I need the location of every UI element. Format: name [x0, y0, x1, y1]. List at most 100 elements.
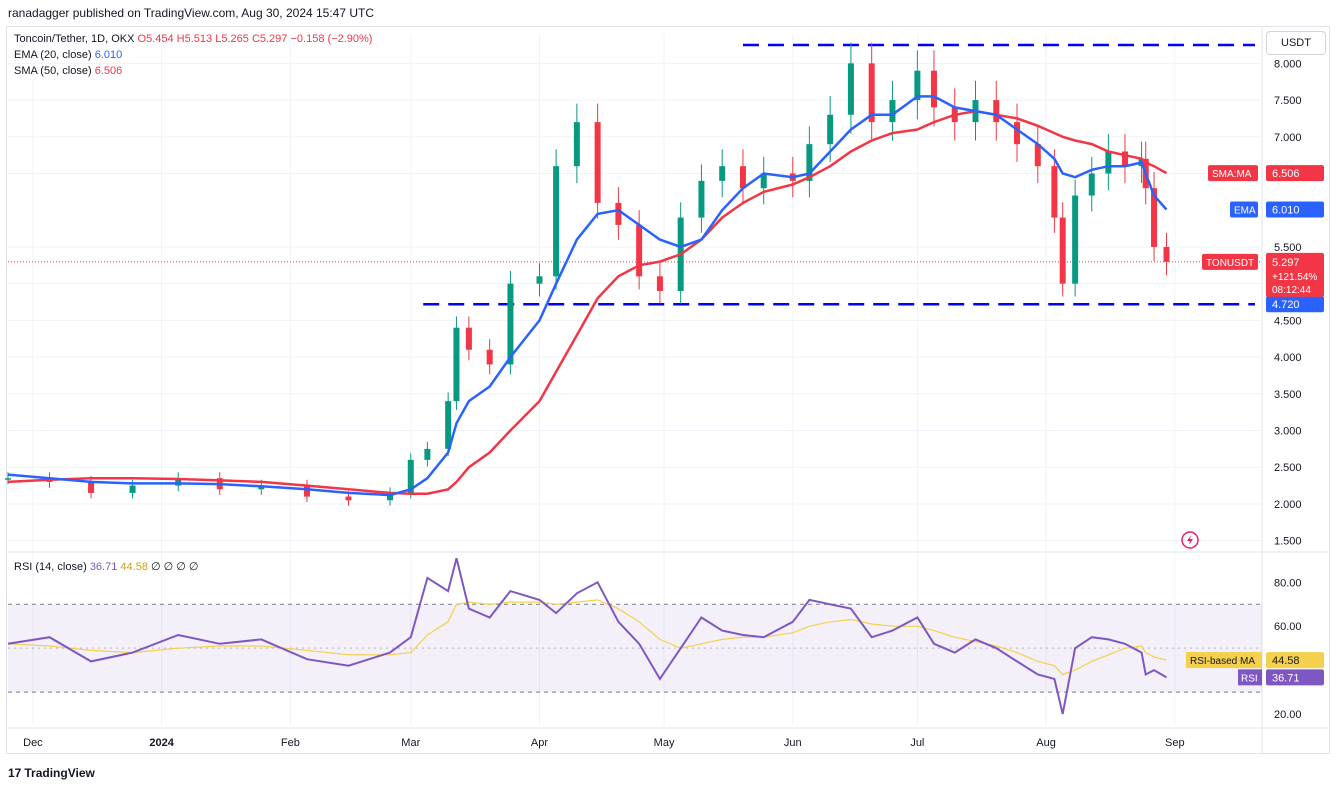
rsi-legend: RSI (14, close) 36.71 44.58 ∅ ∅ ∅ ∅	[14, 560, 199, 573]
price-candle	[507, 283, 514, 365]
price-candle	[1151, 188, 1158, 247]
lightning-icon	[1181, 531, 1199, 549]
low-value: L5.265	[215, 33, 249, 45]
time-tick-label: Feb	[281, 737, 300, 749]
tradingview-mark-icon: 17	[8, 766, 22, 780]
price-candle	[5, 478, 11, 480]
price-candle	[1051, 166, 1058, 218]
price-candle	[806, 144, 813, 181]
price-tick-label: 7.500	[1274, 95, 1302, 107]
price-candle	[698, 180, 705, 218]
ema-line	[7, 95, 1168, 497]
price-candle	[847, 63, 854, 115]
rsi-price-tag-bg	[1266, 669, 1324, 686]
sma-price-tag-bg	[1266, 165, 1324, 182]
rsi-price-tag: 36.71	[1272, 672, 1300, 684]
time-tick-label: Mar	[401, 737, 420, 749]
tradingview-logo[interactable]: 17 TradingView	[8, 766, 95, 780]
tradingview-brand: TradingView	[24, 766, 95, 780]
price-candle	[993, 100, 1000, 123]
price-candle	[424, 448, 431, 460]
price-tick-label: 4.500	[1274, 315, 1302, 327]
price-candle	[88, 481, 95, 493]
price-candle	[553, 166, 560, 277]
price-candle	[407, 459, 414, 493]
ema-legend-label[interactable]: EMA (20, close)	[14, 49, 92, 61]
price-candle	[536, 276, 543, 284]
ema-tag-label: EMA	[1234, 205, 1256, 216]
price-candle	[719, 166, 726, 181]
price-candle	[1072, 195, 1079, 284]
close-value: C5.297	[251, 33, 288, 45]
price-candle	[1059, 217, 1066, 284]
rsi-legend-label[interactable]: RSI (14, close)	[14, 561, 87, 573]
price-tick-label: 1.500	[1274, 536, 1302, 548]
symbol-label[interactable]: Toncoin/Tether, 1D, OKX	[14, 33, 135, 45]
time-tick-label: Dec	[23, 737, 43, 749]
support-price-tag-bg	[1266, 296, 1324, 313]
rsi-tick-label: 60.00	[1274, 621, 1302, 633]
open-value: O5.454	[137, 33, 174, 45]
rsi-ma-tag-label: RSI-based MA	[1190, 656, 1255, 667]
time-tick-label: Aug	[1036, 737, 1056, 749]
price-candle	[656, 276, 663, 291]
sma-price-tag: 6.506	[1272, 168, 1300, 180]
price-candle	[889, 100, 896, 123]
price-candle	[739, 166, 746, 189]
rsi-line	[7, 557, 1168, 715]
price-candle	[1163, 246, 1170, 262]
price-tick-label: 8.000	[1274, 58, 1302, 70]
time-tick-label: 2024	[149, 737, 174, 749]
price-tick-label: 5.500	[1274, 242, 1302, 254]
high-value: H5.513	[176, 33, 213, 45]
time-tick-label: Jun	[784, 737, 802, 749]
support-price-tag: 4.720	[1272, 299, 1300, 311]
price-candle	[594, 122, 601, 203]
rsi-legend-value: 36.71	[89, 561, 118, 573]
sma-legend-label[interactable]: SMA (50, close)	[14, 65, 92, 77]
sma-tag-label-bg	[1208, 165, 1258, 182]
time-tick-label: May	[654, 737, 675, 749]
last-price-tag: 5.297	[1272, 257, 1300, 269]
chart-frame	[6, 26, 1330, 754]
countdown-tag: 08:12:44	[1272, 285, 1311, 296]
time-tick-label: Apr	[531, 737, 548, 749]
ema-price-tag-bg	[1266, 201, 1324, 218]
price-candle	[827, 114, 834, 145]
time-tick-label: Jul	[910, 737, 924, 749]
price-tick-label: 2.000	[1274, 499, 1302, 511]
price-candle	[445, 401, 452, 449]
ema-price-tag: 6.010	[1272, 204, 1300, 216]
ema-legend-value: 6.010	[94, 49, 123, 61]
price-tick-label: 7.000	[1274, 132, 1302, 144]
price-candle	[465, 327, 472, 350]
price-tick-label: 3.500	[1274, 389, 1302, 401]
rsi-ma-tag-label-bg	[1186, 652, 1262, 669]
price-candle	[1121, 151, 1128, 167]
price-candle	[914, 70, 921, 101]
lightning-bolt-glyph	[1187, 535, 1193, 545]
price-tick-label: 3.000	[1274, 426, 1302, 438]
symbol-tag-label-bg	[1202, 253, 1258, 270]
price-candle	[868, 63, 875, 123]
price-candle	[1088, 173, 1095, 196]
price-candle	[573, 122, 580, 167]
rsi-tick-label: 20.00	[1274, 709, 1302, 721]
price-tick-label: 2.500	[1274, 462, 1302, 474]
sma-tag-label: SMA:MA	[1212, 169, 1252, 180]
rsi-tick-label: 80.00	[1274, 577, 1302, 589]
rsi-tag-label: RSI	[1241, 673, 1258, 684]
publish-info: ranadagger published on TradingView.com,…	[8, 6, 375, 20]
price-candle	[486, 349, 493, 365]
sma-legend-value: 6.506	[94, 65, 123, 77]
price-candle	[303, 485, 310, 497]
change-value: −0.158 (−2.90%)	[290, 33, 373, 45]
price-tick-label: 4.000	[1274, 352, 1302, 364]
currency-button[interactable]: USDT	[1266, 31, 1326, 55]
price-candle	[175, 478, 182, 486]
rsi-band	[8, 604, 1262, 693]
ema-tag-label-bg	[1230, 201, 1258, 218]
rsi-ma-price-tag: 44.58	[1272, 655, 1300, 667]
price-candle	[760, 173, 767, 189]
